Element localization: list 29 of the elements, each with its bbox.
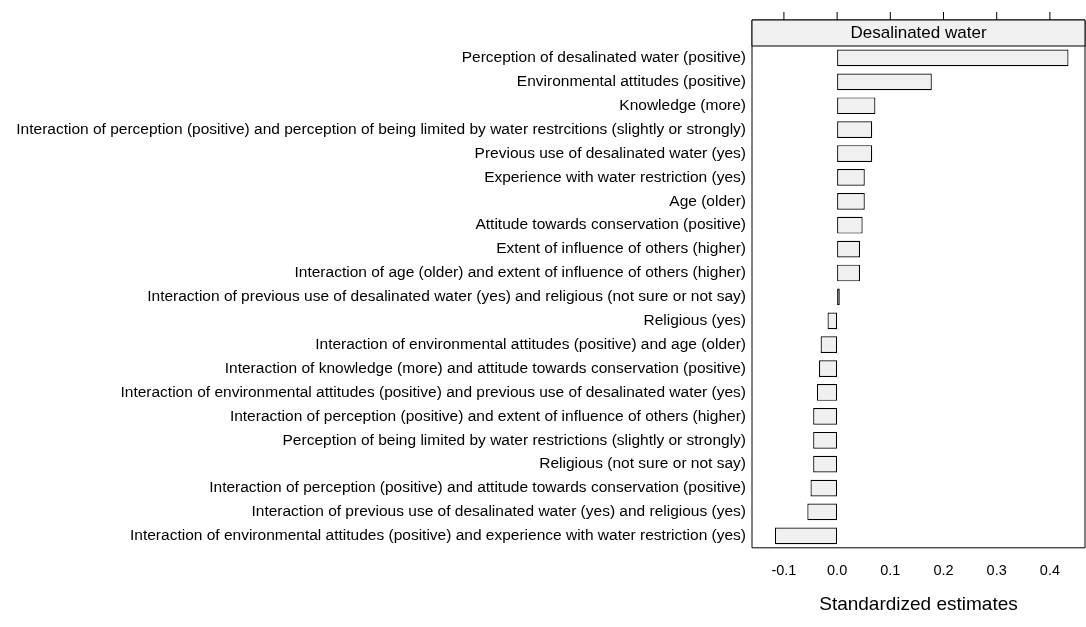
x-tick-label: 0.0: [827, 561, 848, 578]
x-tick-label: 0.1: [880, 561, 901, 578]
y-tick-label: Religious (not sure or not say): [539, 454, 746, 472]
y-tick-label: Interaction of environmental attitudes (positive) and previous use of desalinated water (yes): [120, 382, 746, 400]
y-tick-label: Attitude towards conservation (positive): [475, 215, 746, 233]
x-tick-label: 0.3: [986, 561, 1007, 578]
y-tick-label: Extent of influence of others (higher): [496, 239, 746, 257]
x-tick-label: -0.1: [771, 561, 797, 578]
y-tick-label: Interaction of age (older) and extent of influence of others (higher): [294, 263, 746, 281]
y-tick-label: Interaction of environmental attitudes (positive) and age (older): [315, 334, 746, 352]
y-tick-label: Interaction of knowledge (more) and attitude towards conservation (positive): [224, 358, 746, 376]
y-tick-label: Religious (yes): [643, 311, 746, 329]
y-tick-label: Knowledge (more): [619, 96, 746, 114]
y-tick-label: Interaction of perception (positive) and attitude towards conservation (positive): [209, 478, 746, 496]
chart-title: Desalinated water: [850, 22, 987, 42]
y-tick-label: Interaction of perception (positive) and perception of being limited by water restrcitions (slightly or strongly): [16, 119, 746, 137]
y-tick-label: Interaction of perception (positive) and extent of influence of others (higher): [229, 406, 746, 424]
y-tick-label: Perception of being limited by water restrictions (slightly or strongly): [282, 430, 746, 448]
y-tick-label: Experience with water restriction (yes): [484, 167, 746, 185]
x-tick-label: 0.2: [933, 561, 954, 578]
x-axis-title: Standardized estimates: [819, 592, 1018, 614]
y-tick-label: Interaction of previous use of desalinated water (yes) and religious (yes): [251, 502, 746, 520]
y-tick-label: Perception of desalinated water (positive): [461, 48, 746, 66]
y-tick-label: Previous use of desalinated water (yes): [474, 143, 746, 161]
y-tick-label: Age (older): [669, 191, 746, 209]
y-tick-label: Interaction of environmental attitudes (positive) and experience with water restriction (yes): [130, 526, 746, 544]
y-tick-label: Environmental attitudes (positive): [516, 72, 746, 90]
x-tick-label: 0.4: [1039, 561, 1060, 578]
y-tick-label: Interaction of previous use of desalinated water (yes) and religious (not sure or not say): [147, 287, 746, 305]
